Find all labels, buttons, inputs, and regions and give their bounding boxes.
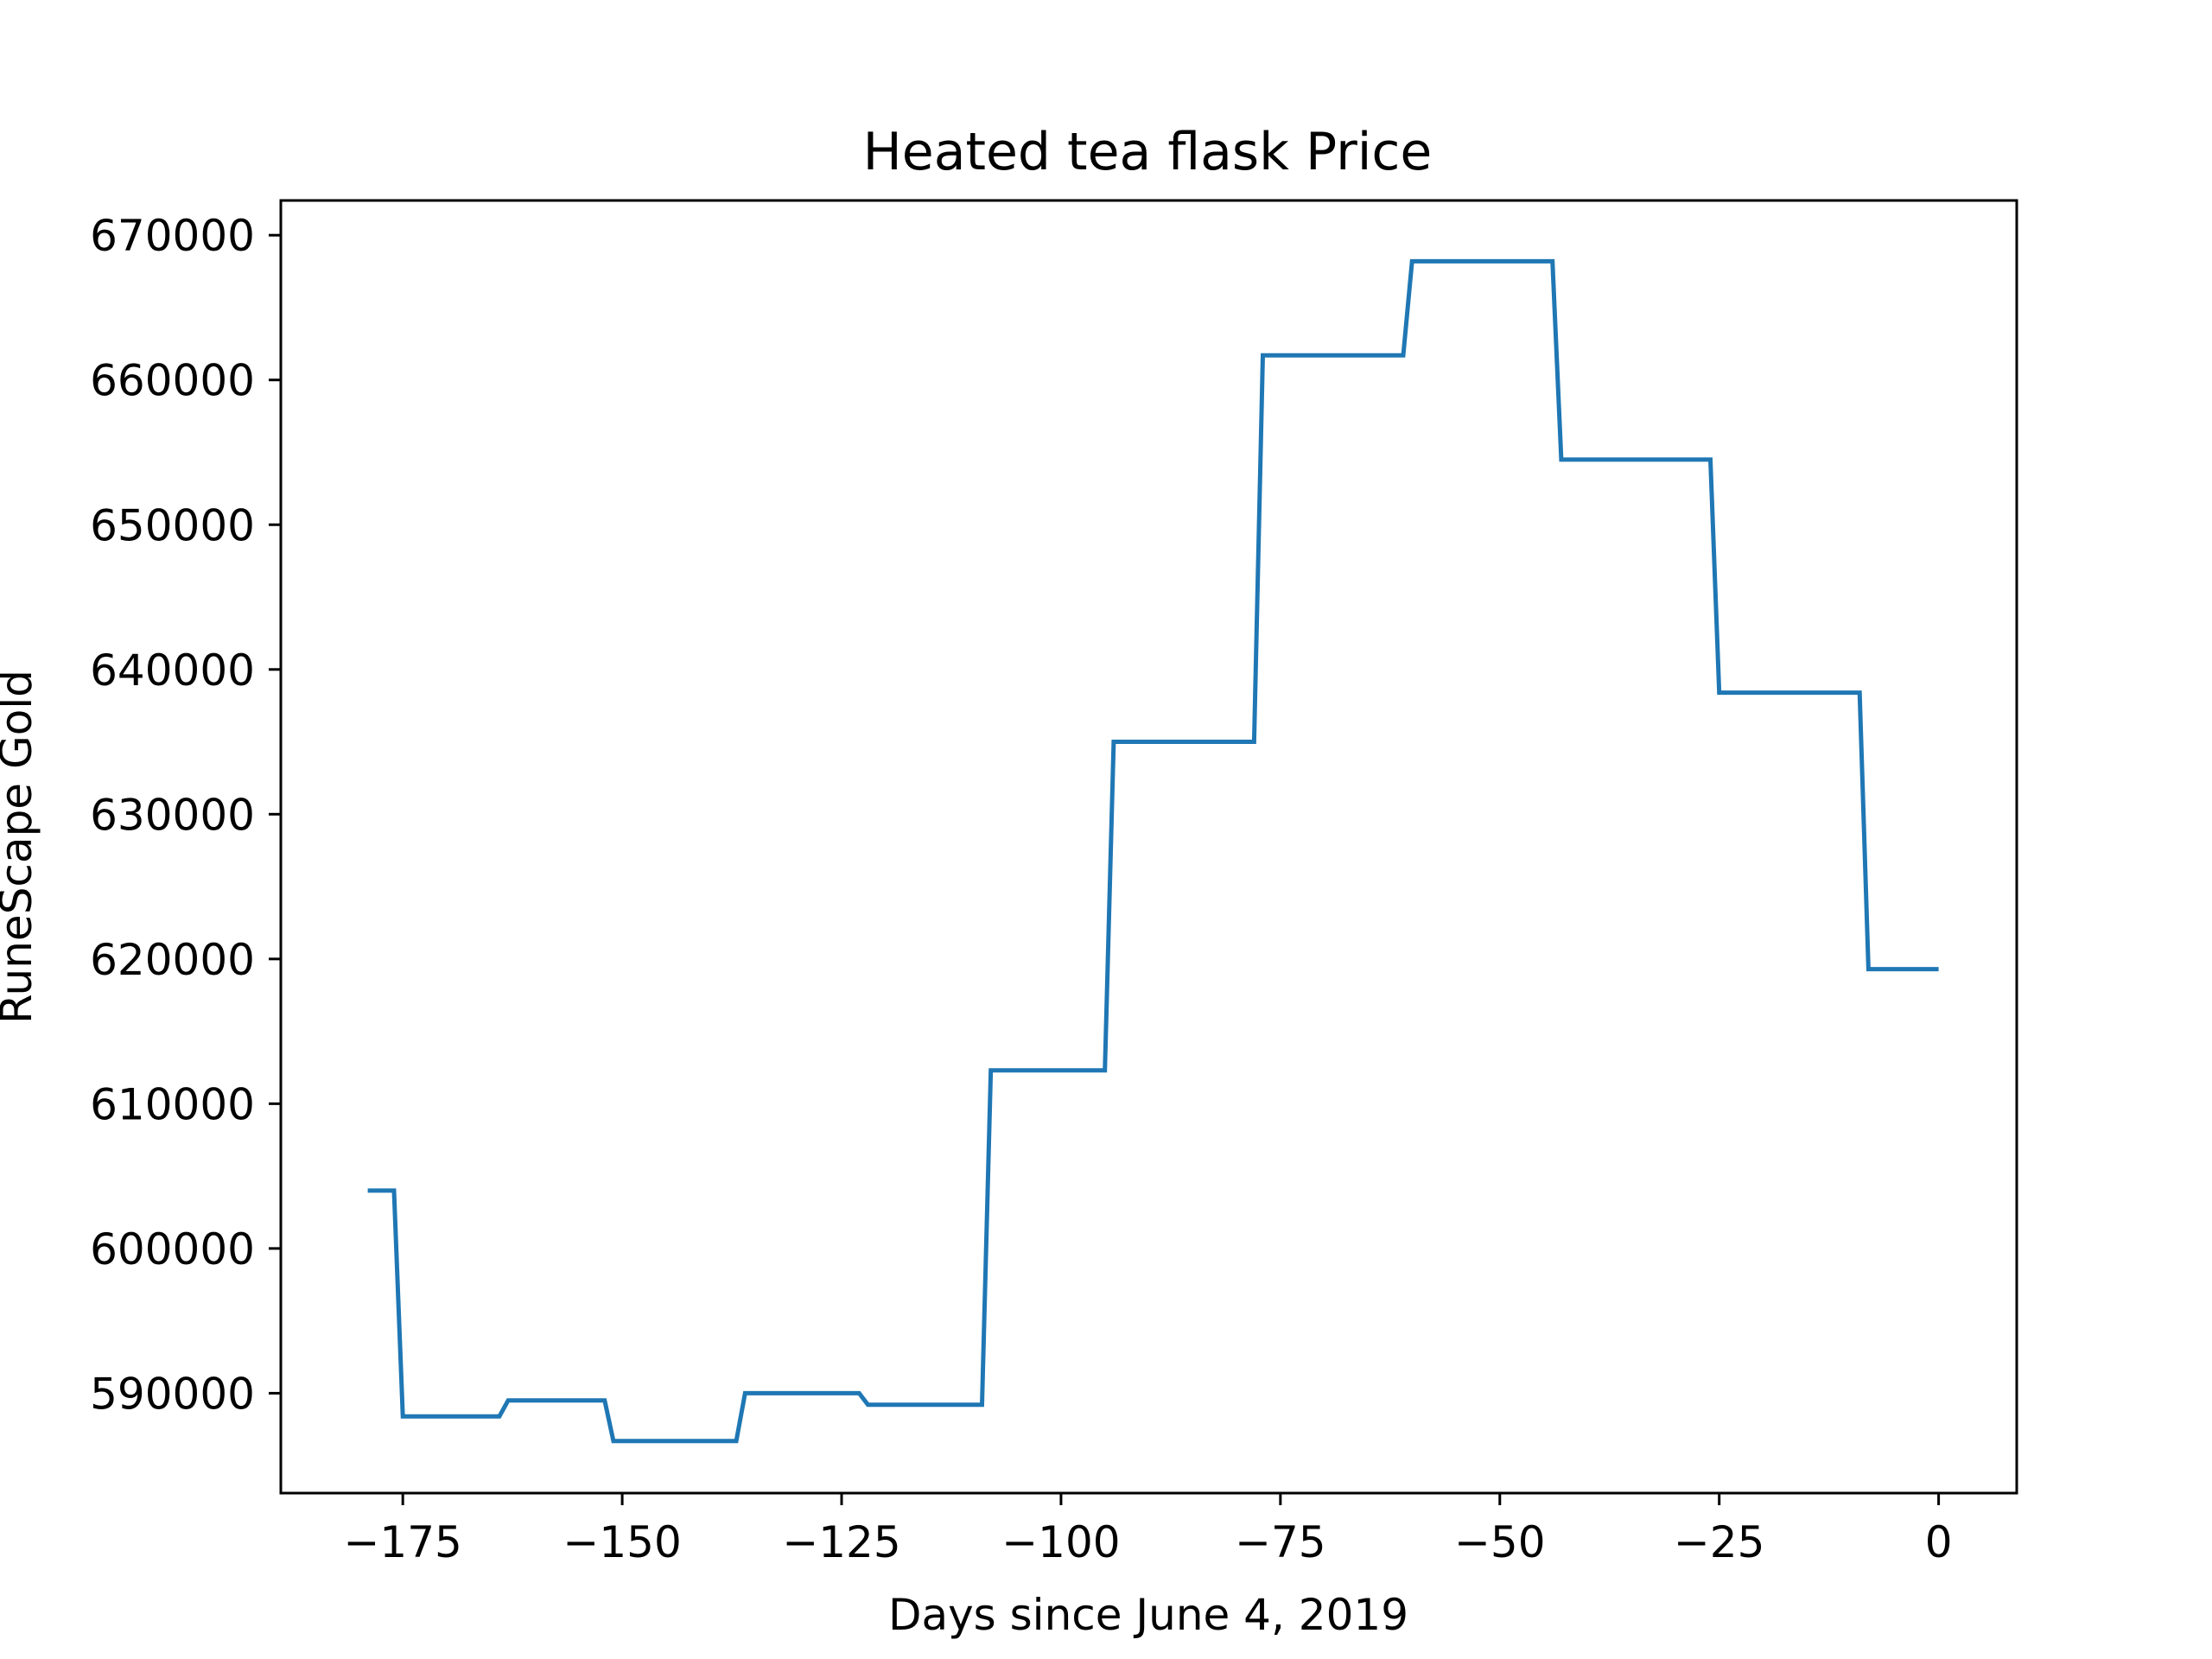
x-tick-label: −50 [1454,1517,1546,1567]
y-tick-label: 660000 [90,356,255,406]
plot-area-frame [279,199,2018,1495]
y-tick-label: 630000 [90,790,255,840]
x-tick-label: −25 [1674,1517,1765,1567]
series-line [367,258,1939,1444]
x-tick-label: −75 [1235,1517,1326,1567]
x-tick-label: −100 [1001,1517,1120,1567]
y-tick-label: 620000 [90,935,255,985]
y-tick-label: 600000 [90,1224,255,1274]
x-tick-label: 0 [1925,1517,1953,1567]
chart-title: Heated tea flask Price [863,122,1433,182]
y-tick-label: 640000 [90,645,255,696]
x-axis: −175 −150 −125 −100 −75 −50 −25 0 [344,1493,1953,1567]
y-tick-label: 610000 [90,1079,255,1129]
y-axis-label: RuneScape Gold [0,670,41,1024]
x-axis-label: Days since June 4, 2019 [888,1590,1408,1640]
x-tick-label: −175 [344,1517,462,1567]
y-tick-label: 670000 [90,211,255,261]
price-line-series [367,258,1939,1444]
y-tick-label: 650000 [90,500,255,550]
x-tick-label: −125 [782,1517,900,1567]
x-tick-label: −150 [563,1517,681,1567]
y-axis: 590000 600000 610000 620000 630000 640000 6500… [90,211,281,1419]
y-tick-label: 590000 [90,1369,255,1419]
